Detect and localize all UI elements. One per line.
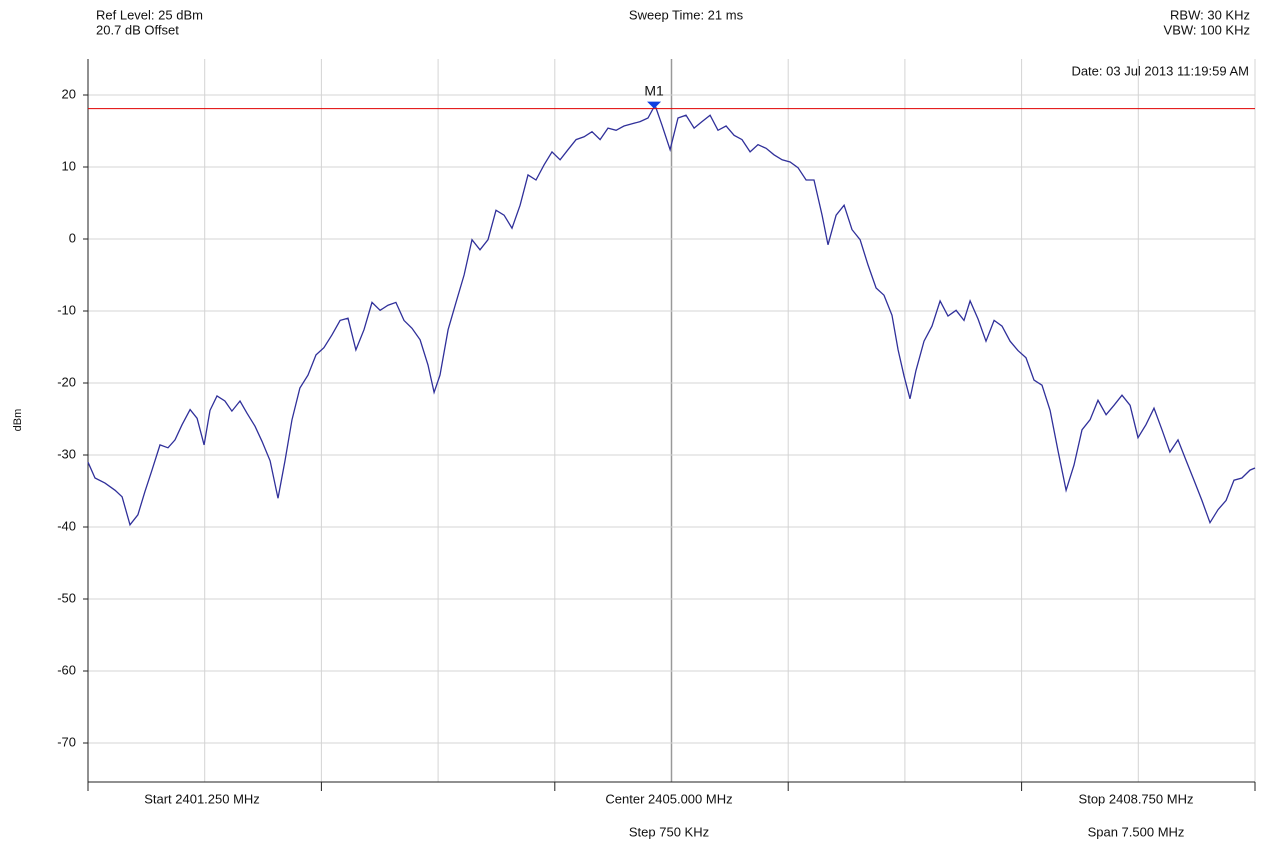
vbw: VBW: 100 KHz — [1164, 22, 1250, 37]
stop-label: Stop 2408.750 MHz — [1079, 791, 1194, 806]
y-tick-label: 10 — [62, 158, 76, 173]
offset: 20.7 dB Offset — [96, 22, 179, 37]
y-tick-label: -20 — [57, 374, 76, 389]
y-tick-label: 20 — [62, 86, 76, 101]
y-tick-label: -30 — [57, 446, 76, 461]
start-label: Start 2401.250 MHz — [144, 791, 260, 806]
y-tick-label: 0 — [69, 230, 76, 245]
trace — [87, 103, 1256, 527]
y-tick-label: -40 — [57, 518, 76, 533]
y-tick-label: -50 — [57, 590, 76, 605]
date: Date: 03 Jul 2013 11:19:59 AM — [1071, 63, 1249, 78]
y-tick-label: -10 — [57, 302, 76, 317]
marker — [647, 101, 662, 109]
y-tick-label: -60 — [57, 662, 76, 677]
marker-label: M1 — [644, 82, 664, 98]
y-axis-label: dBm — [12, 409, 24, 432]
step-label: Step 750 KHz — [629, 824, 709, 839]
rbw: RBW: 30 KHz — [1170, 7, 1250, 22]
span-label: Span 7.500 MHz — [1088, 824, 1185, 839]
ref-level: Ref Level: 25 dBm — [96, 7, 203, 22]
sweep-time: Sweep Time: 21 ms — [629, 7, 744, 22]
y-tick-label: -70 — [57, 734, 76, 749]
center-label: Center 2405.000 MHz — [605, 791, 732, 806]
